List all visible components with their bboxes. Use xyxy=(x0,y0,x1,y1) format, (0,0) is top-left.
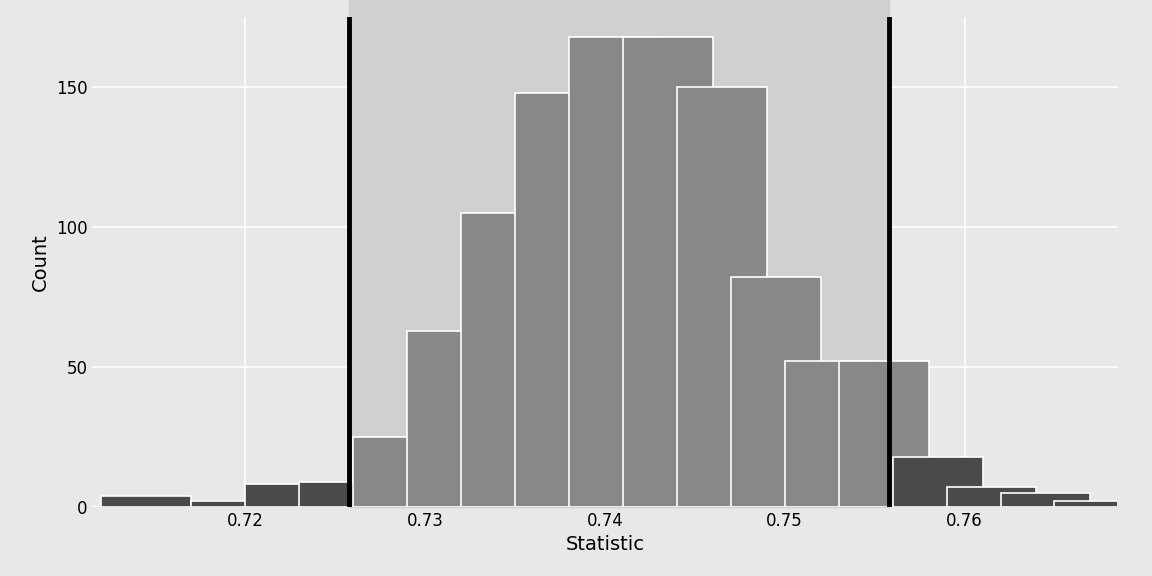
Bar xyxy=(623,37,713,507)
Bar xyxy=(1054,501,1144,507)
Bar xyxy=(515,93,605,507)
Bar xyxy=(353,437,442,507)
Bar xyxy=(676,87,767,507)
Bar xyxy=(839,361,929,507)
X-axis label: Statistic: Statistic xyxy=(566,535,644,554)
Bar xyxy=(893,457,983,507)
Bar xyxy=(569,37,659,507)
Bar xyxy=(245,484,335,507)
Bar xyxy=(300,482,389,507)
Bar xyxy=(461,213,551,507)
Bar xyxy=(349,0,889,507)
Bar xyxy=(785,361,874,507)
Bar xyxy=(191,501,281,507)
Bar xyxy=(730,278,820,507)
Bar xyxy=(407,331,497,507)
Bar xyxy=(947,487,1037,507)
Bar xyxy=(101,496,191,507)
Y-axis label: Count: Count xyxy=(31,233,51,291)
Bar xyxy=(1001,493,1091,507)
